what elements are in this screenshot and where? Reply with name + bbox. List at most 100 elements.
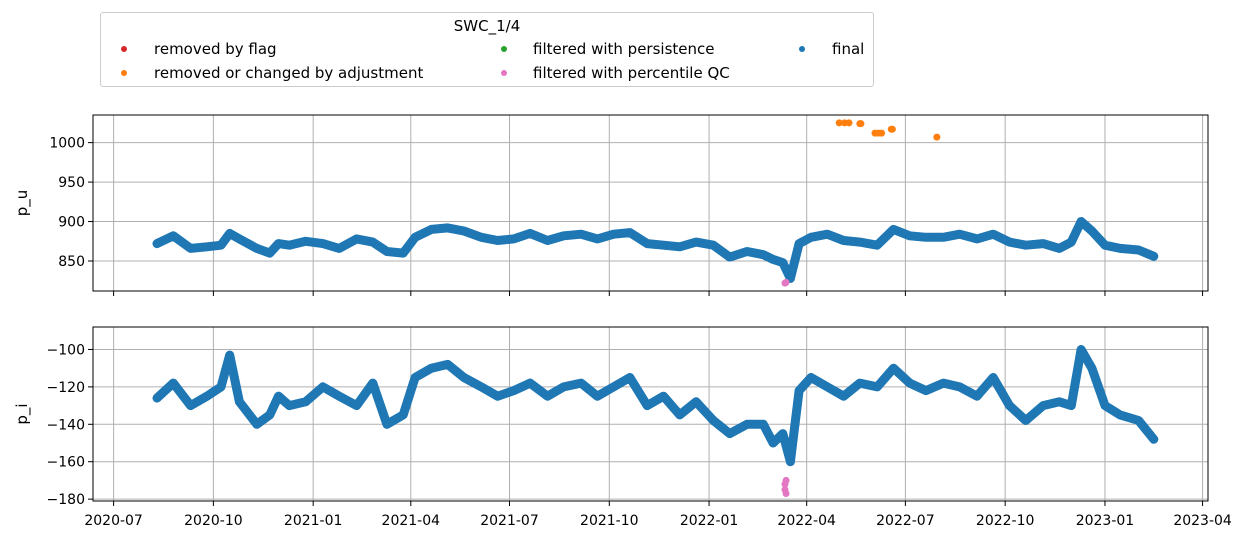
data-point-final: [905, 379, 914, 388]
data-point-final: [1100, 241, 1109, 250]
data-point-final: [526, 379, 535, 388]
data-point-final: [1087, 364, 1096, 373]
data-point-final: [252, 244, 261, 253]
data-point-final: [709, 241, 718, 250]
data-point-final: [807, 373, 816, 382]
data-point-filtered-with-percentile-qc: [782, 278, 790, 286]
data-point-final: [152, 239, 161, 248]
y-tick-label: −180: [47, 492, 85, 508]
data-point-final: [1087, 227, 1096, 236]
data-point-final: [509, 386, 518, 395]
data-point-final: [769, 255, 778, 264]
data-point-final: [1077, 217, 1086, 226]
data-point-final: [382, 420, 391, 429]
data-point-filtered-with-percentile-qc: [782, 490, 790, 498]
data-point-final: [225, 229, 234, 238]
data-point-final: [643, 401, 652, 410]
data-point-final: [352, 401, 361, 410]
x-tick-label: 2020-07: [84, 513, 143, 529]
data-point-final: [301, 397, 310, 406]
data-point-final: [625, 373, 634, 382]
data-point-final: [411, 373, 420, 382]
data-point-final: [368, 379, 377, 388]
data-point-final: [989, 230, 998, 239]
data-point-final: [318, 239, 327, 248]
y-tick-label: −100: [47, 342, 85, 358]
data-point-final: [1100, 401, 1109, 410]
data-point-final: [186, 401, 195, 410]
data-point-removed-or-changed-by-adjustment: [878, 129, 886, 137]
data-point-final: [759, 250, 768, 259]
legend-title: SWC_1/4: [453, 17, 521, 35]
data-point-final: [285, 241, 294, 250]
legend-marker-removed-by-flag: [121, 46, 127, 52]
data-point-final: [643, 239, 652, 248]
data-point-removed-or-changed-by-adjustment: [933, 133, 941, 141]
data-point-final: [543, 236, 552, 245]
x-tick-label: 2022-07: [876, 513, 935, 529]
data-point-final: [725, 429, 734, 438]
data-point-final: [152, 394, 161, 403]
data-point-final: [318, 382, 327, 391]
data-point-final: [889, 364, 898, 373]
data-point-final: [202, 242, 211, 251]
data-point-final: [692, 238, 701, 247]
data-point-final: [1134, 245, 1143, 254]
data-point-final: [769, 439, 778, 447]
y-tick-label: 1000: [49, 136, 85, 152]
data-point-final: [274, 239, 283, 248]
x-tick-label: 2023-04: [1173, 513, 1232, 529]
data-point-final: [335, 392, 344, 401]
data-point-final: [1077, 345, 1086, 354]
data-point-final: [169, 231, 178, 240]
data-point-final: [459, 227, 468, 236]
axes-frame: [92, 114, 1209, 292]
data-point-final: [1067, 238, 1076, 247]
data-point-final: [905, 231, 914, 240]
data-point-final: [274, 392, 283, 401]
data-point-final: [609, 230, 618, 239]
data-point-final: [725, 253, 734, 262]
data-point-final: [823, 230, 832, 239]
data-point-final: [955, 382, 964, 391]
x-tick-label: 2021-01: [284, 513, 343, 529]
data-point-removed-or-changed-by-adjustment: [888, 125, 896, 133]
data-point-final: [786, 457, 795, 466]
data-point-final: [509, 234, 518, 243]
data-point-final: [709, 416, 718, 425]
data-point-final: [225, 351, 234, 360]
data-point-final: [1055, 397, 1064, 406]
data-point-final: [577, 230, 586, 239]
legend-entry-final: final: [832, 40, 865, 58]
data-point-final: [795, 386, 804, 395]
data-point-filtered-with-percentile-qc: [782, 476, 790, 484]
data-point-removed-or-changed-by-adjustment: [845, 119, 853, 127]
data-point-final: [265, 410, 274, 419]
data-point-final: [186, 244, 195, 253]
data-point-final: [427, 364, 436, 373]
data-point-final: [368, 238, 377, 247]
data-point-final: [577, 379, 586, 388]
legend-entry-removed-by-flag: removed by flag: [154, 40, 277, 58]
data-point-final: [1021, 416, 1030, 425]
data-point-final: [889, 225, 898, 234]
data-point-final: [1116, 410, 1125, 419]
data-point-final: [778, 258, 787, 267]
x-tick-label: 2022-04: [777, 513, 836, 529]
legend-entry-adjustment: removed or changed by adjustment: [154, 64, 424, 82]
series-line-final: [152, 217, 1159, 283]
data-point-removed-or-changed-by-adjustment: [835, 119, 843, 127]
data-point-final: [659, 392, 668, 401]
data-point-final: [675, 242, 684, 251]
x-tick-label: 2020-10: [184, 513, 243, 529]
y-tick-label: 850: [58, 254, 85, 270]
x-tick-label: 2021-04: [382, 513, 441, 529]
data-point-final: [493, 236, 502, 245]
data-point-final: [743, 247, 752, 256]
data-point-final: [352, 234, 361, 243]
data-point-final: [443, 223, 452, 232]
data-point-final: [202, 392, 211, 401]
data-point-final: [459, 373, 468, 382]
data-point-final: [873, 241, 882, 250]
